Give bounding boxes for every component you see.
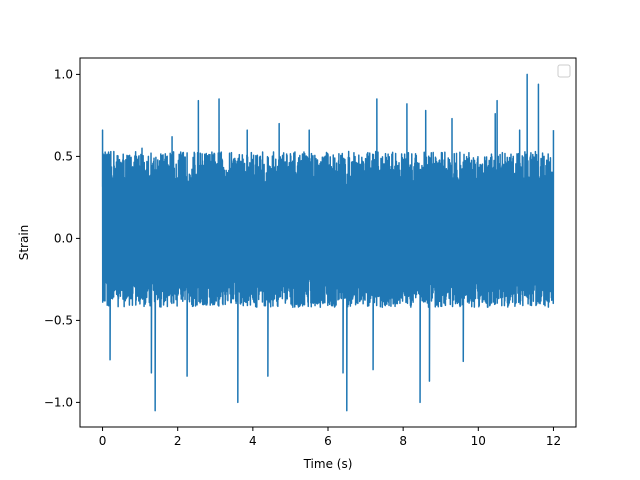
x-tick-label: 2 xyxy=(174,434,182,448)
x-axis: 0 2 4 6 8 10 12 xyxy=(99,427,561,448)
x-tick-label: 0 xyxy=(99,434,107,448)
y-tick-label: 0.5 xyxy=(54,149,73,163)
y-tick-label: 1.0 xyxy=(54,67,73,81)
strain-series-line xyxy=(101,73,555,412)
y-axis: −1.0 −0.5 0.0 0.5 1.0 xyxy=(44,67,80,409)
x-tick-label: 8 xyxy=(399,434,407,448)
plot-area xyxy=(101,73,555,412)
legend-box xyxy=(557,64,571,78)
x-axis-label: Time (s) xyxy=(303,457,353,471)
x-tick-label: 6 xyxy=(324,434,332,448)
series-layer xyxy=(101,73,555,412)
x-tick-label: 12 xyxy=(546,434,561,448)
y-axis-label: Strain xyxy=(17,225,31,261)
x-tick-label: 4 xyxy=(249,434,257,448)
y-tick-label: −0.5 xyxy=(44,313,73,327)
y-tick-label: −1.0 xyxy=(44,395,73,409)
x-tick-label: 10 xyxy=(471,434,486,448)
y-tick-label: 0.0 xyxy=(54,231,73,245)
